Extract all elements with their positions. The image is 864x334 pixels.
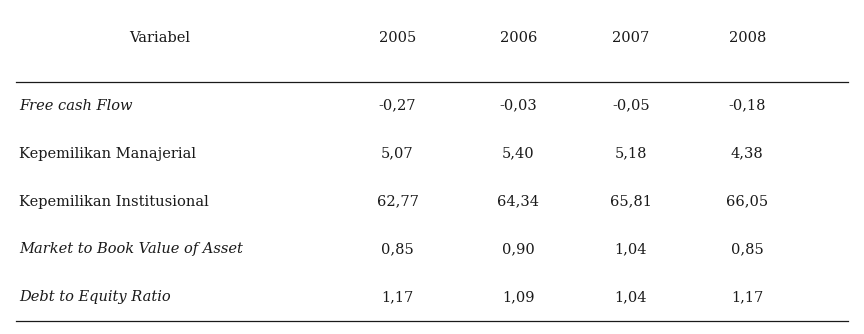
Text: 1,09: 1,09 bbox=[502, 290, 535, 304]
Text: -0,27: -0,27 bbox=[378, 99, 416, 113]
Text: 5,40: 5,40 bbox=[502, 147, 535, 161]
Text: 4,38: 4,38 bbox=[731, 147, 764, 161]
Text: 66,05: 66,05 bbox=[727, 195, 768, 208]
Text: -0,05: -0,05 bbox=[612, 99, 650, 113]
Text: Free cash Flow: Free cash Flow bbox=[19, 99, 132, 113]
Text: 64,34: 64,34 bbox=[498, 195, 539, 208]
Text: 5,18: 5,18 bbox=[614, 147, 647, 161]
Text: 0,85: 0,85 bbox=[731, 242, 764, 257]
Text: 65,81: 65,81 bbox=[610, 195, 651, 208]
Text: 1,17: 1,17 bbox=[381, 290, 414, 304]
Text: Kepemilikan Institusional: Kepemilikan Institusional bbox=[19, 195, 209, 208]
Text: -0,03: -0,03 bbox=[499, 99, 537, 113]
Text: 0,85: 0,85 bbox=[381, 242, 414, 257]
Text: 1,04: 1,04 bbox=[614, 290, 647, 304]
Text: 1,17: 1,17 bbox=[731, 290, 764, 304]
Text: 62,77: 62,77 bbox=[377, 195, 418, 208]
Text: Debt to Equity Ratio: Debt to Equity Ratio bbox=[19, 290, 170, 304]
Text: 5,07: 5,07 bbox=[381, 147, 414, 161]
Text: 2008: 2008 bbox=[728, 31, 766, 45]
Text: Kepemilikan Manajerial: Kepemilikan Manajerial bbox=[19, 147, 196, 161]
Text: 2007: 2007 bbox=[612, 31, 650, 45]
Text: 1,04: 1,04 bbox=[614, 242, 647, 257]
Text: -0,18: -0,18 bbox=[728, 99, 766, 113]
Text: 2005: 2005 bbox=[378, 31, 416, 45]
Text: Market to Book Value of Asset: Market to Book Value of Asset bbox=[19, 242, 243, 257]
Text: Variabel: Variabel bbox=[130, 31, 190, 45]
Text: 0,90: 0,90 bbox=[502, 242, 535, 257]
Text: 2006: 2006 bbox=[499, 31, 537, 45]
